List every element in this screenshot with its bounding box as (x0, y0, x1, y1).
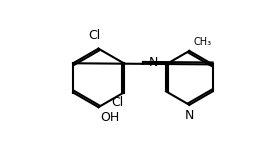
Text: Cl: Cl (112, 96, 124, 109)
Text: N: N (149, 56, 158, 69)
Text: N: N (185, 109, 194, 122)
Text: CH₃: CH₃ (193, 37, 211, 47)
Text: OH: OH (100, 111, 119, 124)
Text: Cl: Cl (88, 29, 101, 42)
